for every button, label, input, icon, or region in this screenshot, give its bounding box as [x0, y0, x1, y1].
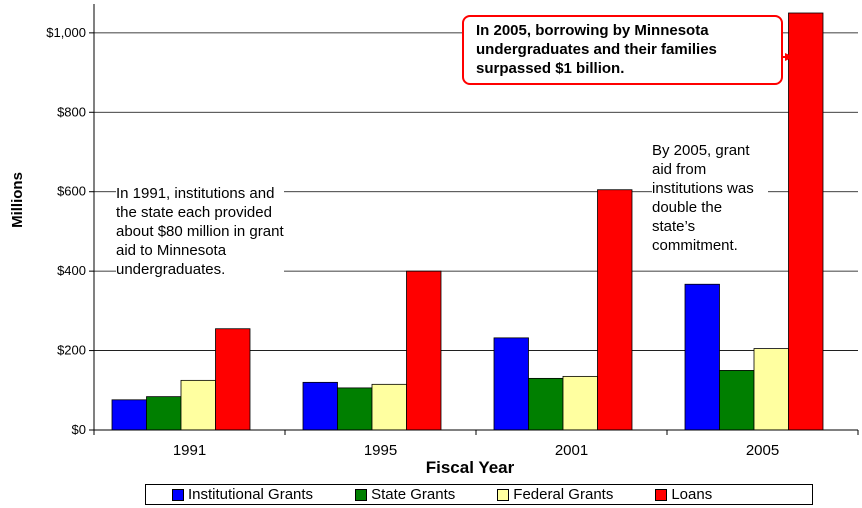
- bar: [406, 270, 442, 431]
- bar: [719, 370, 755, 431]
- bar: [371, 383, 407, 431]
- legend-item: Loans: [655, 486, 712, 503]
- legend-label: Federal Grants: [513, 486, 614, 503]
- callout-2005-loans: In 2005, borrowing by Minnesota undergra…: [462, 15, 783, 85]
- bar: [753, 348, 789, 431]
- y-tick-label: $0: [72, 422, 86, 437]
- legend-swatch: [655, 488, 668, 501]
- bar: [684, 283, 720, 431]
- axes: $0 $200 $400 $600 $800 $1,000 1991 1995 2001 2005: [46, 4, 859, 459]
- y-tick-label: $800: [57, 104, 86, 119]
- x-axis-title: Fiscal Year: [426, 458, 515, 477]
- y-tick-label: $200: [57, 343, 86, 358]
- legend-item: Federal Grants: [497, 486, 613, 503]
- annotation-2005-grant: By 2005, grant aid from institutions was…: [652, 141, 768, 255]
- legend-label: State Grants: [371, 486, 456, 503]
- legend-label: Institutional Grants: [188, 486, 314, 503]
- legend-item: Institutional Grants: [172, 486, 313, 503]
- bar: [788, 12, 824, 431]
- bar: [215, 328, 251, 431]
- bars: [111, 12, 824, 431]
- x-tick-label: 1991: [173, 442, 206, 459]
- bar: [528, 377, 564, 431]
- bar: [111, 399, 147, 431]
- y-tick-label: $600: [57, 184, 86, 199]
- bar: [337, 387, 373, 431]
- bar: [597, 189, 633, 431]
- x-tick-label: 1995: [364, 442, 397, 459]
- legend: Institutional Grants State Grants Federa…: [145, 484, 813, 505]
- bar: [302, 381, 338, 431]
- y-tick-label: $1,000: [46, 25, 86, 40]
- legend-item: State Grants: [355, 486, 455, 503]
- bar: [180, 379, 216, 431]
- legend-swatch: [497, 488, 510, 501]
- bar: [562, 375, 598, 431]
- y-tick-label: $400: [57, 263, 86, 278]
- y-axis-title: Millions: [9, 172, 26, 228]
- legend-swatch: [355, 488, 368, 501]
- x-tick-label: 2001: [555, 442, 588, 459]
- annotation-1991: In 1991, institutions and the state each…: [116, 184, 284, 279]
- legend-label: Loans: [671, 486, 713, 503]
- bar: [493, 337, 529, 431]
- bar: [146, 396, 182, 431]
- legend-swatch: [172, 488, 184, 501]
- x-tick-label: 2005: [746, 442, 779, 459]
